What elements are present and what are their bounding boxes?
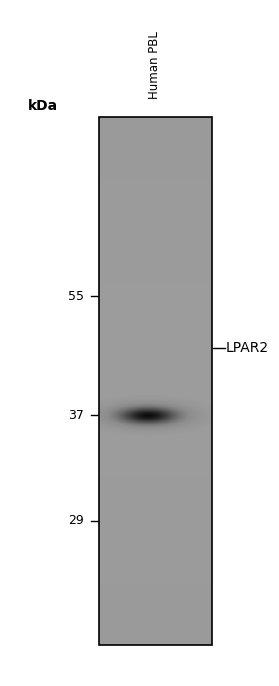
Text: 37: 37: [68, 409, 84, 422]
Text: 55: 55: [68, 289, 84, 303]
Text: LPAR2: LPAR2: [226, 341, 269, 355]
Text: Human PBL: Human PBL: [148, 32, 161, 99]
Text: kDa: kDa: [28, 99, 58, 113]
Text: 29: 29: [68, 514, 84, 528]
